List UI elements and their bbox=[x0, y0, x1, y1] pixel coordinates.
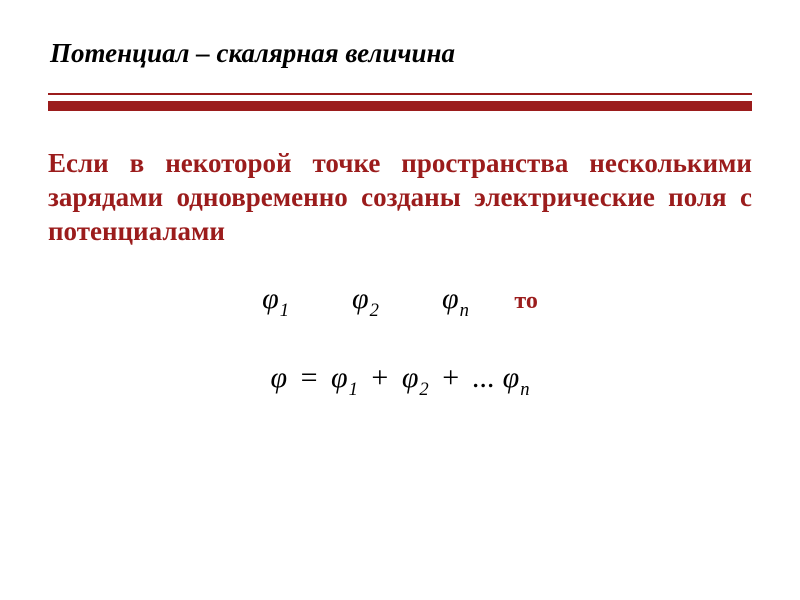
body-text-content: Если в некоторой точке пространства неск… bbox=[48, 148, 752, 246]
slide-title: Потенциал – скалярная величина bbox=[48, 38, 752, 69]
phi-1: φ1 bbox=[262, 282, 289, 321]
ellipsis: ... bbox=[473, 361, 496, 394]
phi-2: φ2 bbox=[352, 282, 379, 321]
body-paragraph: Если в некоторой точке пространства неск… bbox=[48, 147, 752, 248]
sum-phi-n: φn bbox=[503, 361, 530, 400]
sum-phi-2: φ2 bbox=[402, 361, 429, 400]
equals-sign: = bbox=[301, 361, 318, 394]
formula-list: φ1 φ2 φn то bbox=[48, 282, 752, 321]
sum-phi-1: φ1 bbox=[331, 361, 358, 400]
plus-1: + bbox=[371, 361, 388, 394]
divider bbox=[48, 93, 752, 111]
slide: Потенциал – скалярная величина Если в не… bbox=[0, 0, 800, 600]
plus-2: + bbox=[442, 361, 459, 394]
formula-sum: φ = φ1 + φ2 + ... φn bbox=[48, 361, 752, 400]
sum-lhs: φ bbox=[270, 361, 287, 394]
phi-n: φn bbox=[442, 282, 469, 321]
divider-thick bbox=[48, 101, 752, 111]
word-to: то bbox=[514, 288, 537, 314]
